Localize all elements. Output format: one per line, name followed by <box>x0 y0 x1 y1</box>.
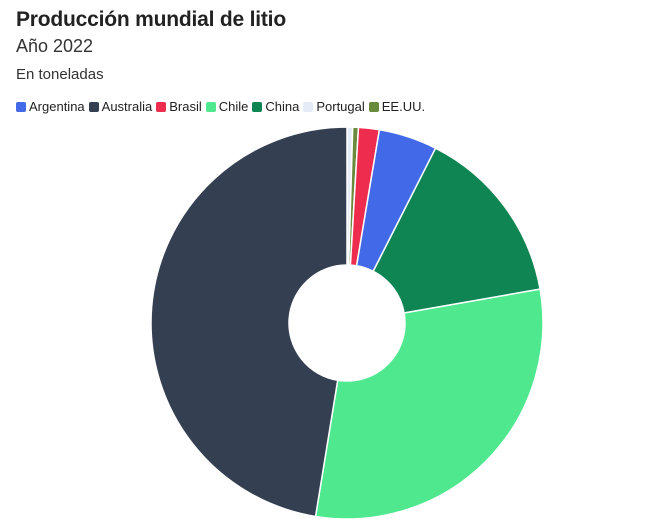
legend: Argentina Australia Brasil Chile China Portug… <box>16 99 429 114</box>
legend-label: EE.UU. <box>381 99 426 114</box>
legend-label: Australia <box>101 99 153 114</box>
legend-swatch <box>16 101 26 112</box>
legend-swatch <box>156 101 167 112</box>
legend-swatch <box>303 101 314 112</box>
legend-swatch <box>368 101 379 112</box>
legend-swatch <box>205 101 216 112</box>
legend-item-chile[interactable]: Chile <box>205 99 249 114</box>
legend-item-china[interactable]: China <box>252 99 299 114</box>
legend-label: Chile <box>218 99 249 114</box>
legend-swatch <box>252 101 263 112</box>
legend-item-argentina[interactable]: Argentina <box>16 99 85 114</box>
legend-item-portugal[interactable]: Portugal <box>303 99 365 114</box>
slice-australia[interactable] <box>150 126 348 518</box>
legend-label: China <box>265 99 300 114</box>
legend-item-australia[interactable]: Australia <box>88 99 153 114</box>
legend-swatch <box>88 101 99 112</box>
chart-subtitle: Año 2022 <box>16 36 94 56</box>
legend-label: Portugal <box>316 99 365 114</box>
legend-item-brasil[interactable]: Brasil <box>156 99 202 114</box>
unit-label: En toneladas <box>16 66 104 83</box>
chart-title: Producción mundial de litio <box>16 8 286 31</box>
legend-label: Brasil <box>169 99 202 114</box>
legend-label: Argentina <box>29 99 85 114</box>
legend-item-ee-uu[interactable]: EE.UU. <box>368 99 426 114</box>
slice-china[interactable] <box>372 147 541 314</box>
slice-chile[interactable] <box>314 288 544 520</box>
